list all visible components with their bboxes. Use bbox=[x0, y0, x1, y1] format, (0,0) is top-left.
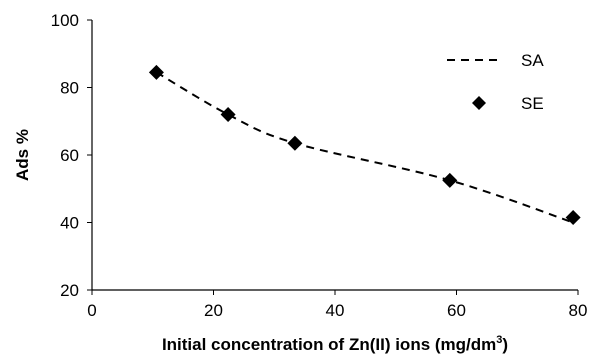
series-se-point bbox=[220, 107, 236, 122]
legend-se-label: SE bbox=[521, 94, 544, 113]
x-tick-label: 40 bbox=[326, 301, 345, 320]
y-tick-label: 80 bbox=[60, 79, 79, 98]
x-axis-title-superscript: 3 bbox=[496, 334, 502, 346]
plot-frame bbox=[91, 20, 578, 291]
y-tick-label: 100 bbox=[51, 11, 79, 30]
x-axis-title: Initial concentration of Zn(II) ions (mg… bbox=[162, 334, 508, 354]
y-tick-label: 60 bbox=[60, 146, 79, 165]
series-se-point bbox=[148, 64, 164, 80]
series-sa-line bbox=[155, 71, 574, 224]
series-se-point bbox=[287, 135, 303, 151]
y-tick-label: 20 bbox=[60, 281, 79, 300]
x-axis-title-main: Initial concentration of Zn(II) ions (mg… bbox=[162, 335, 496, 354]
legend-sa-label: SA bbox=[521, 51, 544, 70]
series-se-point bbox=[442, 172, 458, 188]
y-axis-title: Ads % bbox=[13, 129, 32, 181]
x-tick-label: 60 bbox=[447, 301, 466, 320]
x-axis-title-suffix: ) bbox=[502, 335, 508, 354]
x-tick-label: 20 bbox=[204, 301, 223, 320]
y-tick-labels: 20 40 60 80 100 bbox=[51, 11, 92, 300]
legend-se-swatch bbox=[472, 96, 486, 110]
x-tick-label: 80 bbox=[569, 301, 588, 320]
series-layer bbox=[148, 64, 581, 225]
series-se-point bbox=[565, 209, 581, 225]
y-tick-label: 40 bbox=[60, 214, 79, 233]
legend: SA SE bbox=[447, 51, 544, 113]
x-tick-label: 0 bbox=[87, 301, 96, 320]
x-tick-labels: 0 20 40 60 80 bbox=[87, 290, 587, 320]
